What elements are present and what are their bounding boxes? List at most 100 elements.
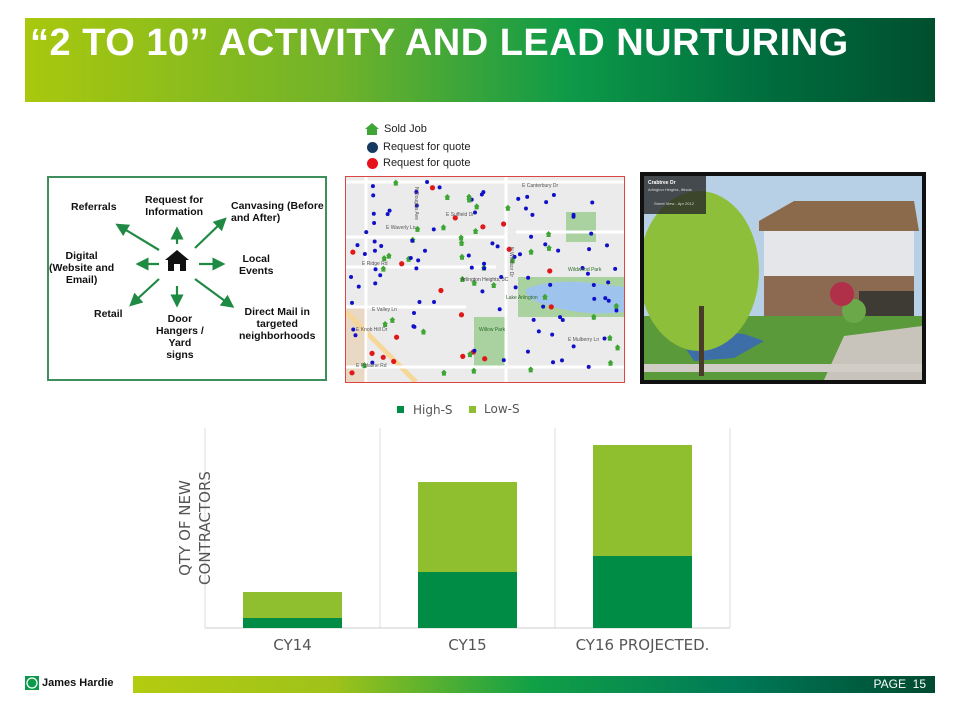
sold-job-marker xyxy=(465,193,472,200)
arrow-retail xyxy=(129,278,160,307)
bar-high-s-cy16 xyxy=(593,556,692,628)
request-quote-marker xyxy=(414,266,419,271)
request-quote-marker xyxy=(490,241,495,246)
request-quote-marker xyxy=(410,238,415,243)
request-quote-marker xyxy=(349,300,354,305)
y-axis-title-line2: CONTRACTORS xyxy=(196,471,214,585)
street-label-windsor: N Windsor Dr xyxy=(508,247,514,278)
request-quote-marker xyxy=(602,336,607,341)
sold-job-marker xyxy=(389,316,396,323)
street-label: E Canterbury Dr xyxy=(522,183,559,189)
request-quote-red-marker xyxy=(500,221,507,227)
page-title: “2 TO 10” ACTIVITY AND LEAD NURTURING xyxy=(30,22,849,64)
sold-job-marker xyxy=(473,203,480,210)
request-quote-red-marker xyxy=(460,353,466,359)
bar-high-s-cy14 xyxy=(243,618,342,628)
request-quote-marker xyxy=(513,285,518,290)
request-quote-marker xyxy=(544,200,549,205)
street-label: E Waverly Ln xyxy=(386,225,416,231)
sold-job-marker xyxy=(459,276,466,283)
request-quote-marker xyxy=(379,243,384,248)
sold-job-marker xyxy=(504,204,511,211)
request-quote-marker xyxy=(529,234,534,239)
sold-job-marker xyxy=(490,281,497,288)
request-quote-marker xyxy=(571,214,576,219)
request-quote-marker xyxy=(604,243,609,248)
request-quote-red-marker xyxy=(438,287,444,294)
request-quote-marker xyxy=(372,239,377,244)
bar-low-s-cy15 xyxy=(418,482,517,572)
job-map[interactable]: E Ridge Rd E Waverly Ln E Suffield Dr E … xyxy=(345,176,625,383)
request-quote-marker xyxy=(356,284,361,289)
arrow-direct-mail xyxy=(194,278,235,308)
request-quote-marker xyxy=(592,296,597,301)
request-quote-marker xyxy=(525,349,530,354)
request-quote-marker xyxy=(589,231,594,236)
request-quote-red-marker xyxy=(350,249,356,255)
diagram-arrows xyxy=(115,217,235,308)
navy-dot-icon xyxy=(367,141,378,153)
label-digital: Digital (Website and Email) xyxy=(49,250,115,286)
request-quote-marker xyxy=(523,206,528,211)
request-quote-marker xyxy=(560,318,565,323)
sold-job-marker xyxy=(606,334,613,341)
page-number-value: 15 xyxy=(912,677,926,691)
willow-park xyxy=(474,317,506,367)
sold-job-marker xyxy=(607,359,614,366)
request-quote-marker xyxy=(370,184,375,189)
request-quote-marker xyxy=(416,258,421,263)
place-label: Arlington Heights, 3C xyxy=(461,277,509,283)
sold-job-marker xyxy=(613,302,620,309)
request-quote-marker xyxy=(372,221,377,226)
sold-job-marker xyxy=(444,194,451,201)
legend-request-quote-red: Request for quote xyxy=(367,157,470,169)
sold-job-marker xyxy=(458,239,465,246)
request-quote-marker xyxy=(355,243,360,248)
sold-job-marker xyxy=(466,351,473,358)
green-house-icon xyxy=(365,123,379,135)
request-quote-red-marker xyxy=(480,224,486,230)
street-label: E Palatine Rd xyxy=(356,363,387,369)
request-quote-marker xyxy=(414,189,419,194)
request-quote-marker xyxy=(586,364,591,369)
request-quote-marker xyxy=(501,358,506,363)
request-quote-red-marker xyxy=(547,268,553,274)
legend-label-low-s: Low-S xyxy=(484,402,520,416)
sold-job-marker xyxy=(527,366,534,373)
request-quote-marker xyxy=(364,230,369,235)
request-quote-marker xyxy=(482,266,487,271)
request-quote-marker xyxy=(408,256,413,261)
bar-low-s-cy16 xyxy=(593,445,692,556)
arrow-referrals xyxy=(115,223,160,251)
street-label: E Knob Hill Dr xyxy=(356,327,388,333)
sold-job-marker xyxy=(458,253,465,260)
sold-job-marker xyxy=(381,255,388,262)
request-quote-marker xyxy=(482,261,487,266)
x-tick-label: CY16 PROJECTED. xyxy=(576,636,710,654)
request-quote-marker xyxy=(558,315,563,320)
sold-job-marker xyxy=(542,293,549,300)
sold-job-marker xyxy=(546,244,553,251)
request-quote-marker xyxy=(417,299,422,304)
sold-job-marker xyxy=(470,367,477,374)
label-direct-mail: Direct Mail in targeted neighborhoods xyxy=(239,306,316,342)
sold-job-marker xyxy=(590,313,597,320)
request-quote-marker xyxy=(372,248,377,253)
request-quote-marker xyxy=(349,274,354,279)
request-quote-marker xyxy=(466,253,471,258)
sold-job-marker xyxy=(414,225,421,232)
sold-job-marker xyxy=(385,252,392,259)
x-tick-label: CY14 xyxy=(273,636,311,654)
request-quote-red-marker xyxy=(452,215,458,221)
request-quote-red-marker xyxy=(391,358,397,365)
request-quote-marker xyxy=(536,329,541,334)
request-quote-marker xyxy=(556,248,561,253)
request-quote-marker xyxy=(370,360,375,365)
request-quote-marker xyxy=(551,193,556,198)
page-number: PAGE 15 xyxy=(874,677,927,692)
house-icon xyxy=(165,250,189,271)
request-quote-marker xyxy=(614,308,619,313)
request-quote-marker xyxy=(437,185,442,190)
request-quote-red-marker xyxy=(380,354,386,360)
house-photo xyxy=(644,176,922,380)
